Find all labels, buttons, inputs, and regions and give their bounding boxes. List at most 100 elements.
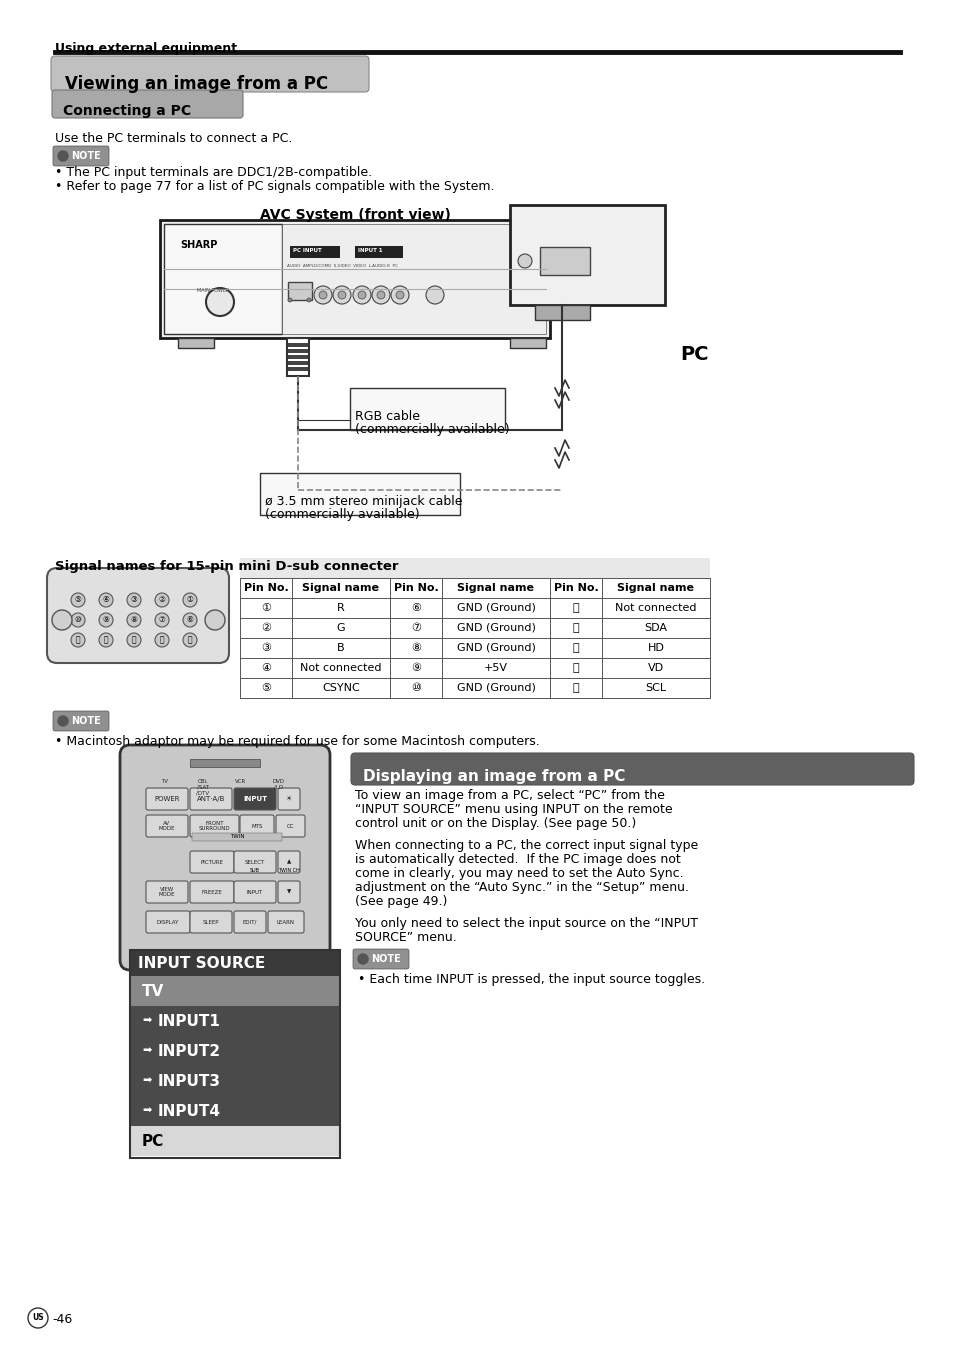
Text: NOTE: NOTE [71,716,101,725]
Circle shape [333,286,351,304]
Text: (See page 49.): (See page 49.) [355,894,447,908]
Text: Displaying an image from a PC: Displaying an image from a PC [363,769,625,784]
FancyBboxPatch shape [53,711,109,731]
Text: Viewing an image from a PC: Viewing an image from a PC [65,76,328,93]
Text: ⑩: ⑩ [411,684,420,693]
Bar [287,338,309,376]
Circle shape [183,613,196,627]
Text: Not connected: Not connected [300,663,381,673]
Bar [510,205,664,305]
Text: B: B [336,643,344,653]
FancyBboxPatch shape [277,851,299,873]
FancyBboxPatch shape [233,881,275,902]
Text: DISPLAY: DISPLAY [156,920,179,924]
Text: ☀: ☀ [286,796,292,802]
Circle shape [206,288,233,316]
Text: Connecting a PC: Connecting a PC [63,104,191,118]
Text: SDA: SDA [644,623,667,634]
Bar [355,246,402,258]
Text: NOTE: NOTE [371,954,400,965]
Text: PC INPUT: PC INPUT [293,249,321,253]
Circle shape [28,1308,48,1328]
Circle shape [127,593,141,607]
Text: SLEEP: SLEEP [203,920,219,924]
FancyBboxPatch shape [47,567,229,663]
Circle shape [205,611,225,630]
Text: You only need to select the input source on the “INPUT: You only need to select the input source… [355,917,698,929]
Circle shape [391,286,409,304]
Text: ⑧: ⑧ [131,616,137,624]
Text: INPUT2: INPUT2 [158,1043,221,1058]
Text: ⑤: ⑤ [261,684,271,693]
Text: ⑫: ⑫ [159,635,164,644]
Bar [130,950,339,1158]
Text: ♪: ♪ [58,716,63,725]
Text: “INPUT SOURCE” menu using INPUT on the remote: “INPUT SOURCE” menu using INPUT on the r… [355,802,672,816]
Circle shape [426,286,443,304]
Text: ⑩: ⑩ [74,616,81,624]
Bar [282,224,545,334]
Text: PICTURE: PICTURE [200,859,223,865]
Text: US: US [32,1313,44,1323]
Bar [160,220,550,338]
Text: ⑫: ⑫ [572,623,578,634]
Text: FRONT
SURROUND: FRONT SURROUND [198,820,230,831]
FancyBboxPatch shape [233,911,266,934]
Text: SUB: SUB [250,869,260,874]
Text: Signal name: Signal name [617,584,694,593]
FancyBboxPatch shape [190,851,233,873]
Bar [288,367,308,372]
Circle shape [307,299,311,303]
Text: ♪: ♪ [357,955,363,963]
Bar [535,305,589,320]
Bar [164,224,282,334]
Text: HD: HD [647,643,663,653]
FancyBboxPatch shape [146,788,188,811]
Circle shape [71,593,85,607]
Text: ③: ③ [131,596,137,604]
Bar [130,1066,339,1096]
Text: VIEW
MODE: VIEW MODE [158,886,175,897]
FancyBboxPatch shape [190,788,232,811]
Circle shape [154,613,169,627]
Text: ①: ① [187,596,193,604]
Text: ④: ④ [261,663,271,673]
Text: RGB cable: RGB cable [355,409,419,423]
Text: ⑧: ⑧ [411,643,420,653]
Text: PC: PC [679,345,708,363]
Text: Pin No.: Pin No. [553,584,598,593]
Text: ⑨: ⑨ [411,663,420,673]
Text: To view an image from a PC, select “PC” from the: To view an image from a PC, select “PC” … [355,789,664,802]
Circle shape [183,634,196,647]
Circle shape [337,290,346,299]
Text: G: G [336,623,345,634]
Text: MAIN POWER: MAIN POWER [196,288,229,293]
Text: adjustment on the “Auto Sync.” in the “Setup” menu.: adjustment on the “Auto Sync.” in the “S… [355,881,688,894]
Bar [178,338,213,349]
Text: POWER: POWER [154,796,179,802]
Bar [288,349,308,353]
Text: GND (Ground): GND (Ground) [456,603,535,613]
Text: VCR: VCR [235,780,247,784]
Text: MTS: MTS [251,824,262,828]
Text: GND (Ground): GND (Ground) [456,643,535,653]
Text: ⑭: ⑭ [104,635,109,644]
Text: SCL: SCL [645,684,666,693]
FancyBboxPatch shape [190,881,233,902]
Bar [240,558,709,578]
Text: NOTE: NOTE [71,151,101,161]
Bar [130,1006,339,1036]
FancyBboxPatch shape [240,815,274,838]
Circle shape [99,613,112,627]
Text: CBL
/SAT
/DTV: CBL /SAT /DTV [196,780,210,796]
Text: TV: TV [142,984,164,998]
Circle shape [127,634,141,647]
Text: TWIN: TWIN [230,835,244,839]
FancyBboxPatch shape [190,815,239,838]
Text: FREEZE: FREEZE [201,889,222,894]
FancyBboxPatch shape [146,881,188,902]
Text: ⑥: ⑥ [187,616,193,624]
Circle shape [154,634,169,647]
Bar [350,388,504,430]
FancyBboxPatch shape [351,753,913,785]
